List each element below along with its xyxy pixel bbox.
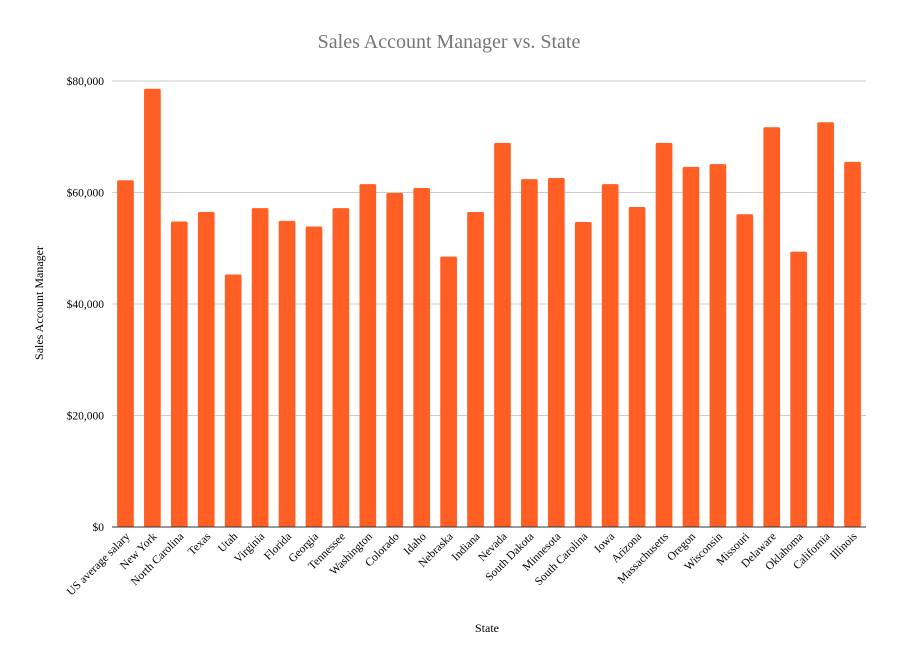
bar: [224, 274, 242, 527]
bar: [440, 256, 457, 527]
bar: [547, 178, 565, 527]
y-axis-title: Sales Account Manager: [32, 246, 46, 360]
y-tick-label: $40,000: [67, 298, 105, 311]
bar: [359, 184, 377, 527]
y-tick-labels: $0 $20,000 $40,000 $60,000 $80,000: [67, 75, 105, 534]
y-tick-label: $0: [93, 521, 105, 534]
x-tick-label: Indiana: [450, 531, 483, 564]
bar: [709, 164, 727, 527]
bar: [305, 226, 323, 527]
bar: [763, 127, 781, 528]
bar: [197, 212, 215, 527]
bar: [117, 180, 134, 528]
bar: [521, 179, 538, 527]
bar: [790, 251, 808, 527]
x-tick-label: Virginia: [232, 531, 267, 566]
bar: [655, 142, 673, 527]
bar: [682, 166, 700, 528]
y-tick-label: $80,000: [67, 75, 105, 88]
bar: [170, 221, 188, 528]
x-tick-label: Illinois: [828, 530, 860, 562]
bar: [251, 208, 269, 528]
chart-title: Sales Account Manager vs. State: [318, 31, 581, 53]
bar: [467, 212, 484, 527]
y-tick-label: $60,000: [67, 187, 105, 200]
bar: [494, 142, 511, 527]
bar: [386, 193, 404, 527]
bar: [844, 161, 861, 527]
y-tick-label: $20,000: [67, 410, 105, 423]
bar: [628, 206, 646, 527]
bar: [574, 222, 592, 528]
bar: [736, 214, 754, 527]
bar: [817, 122, 834, 527]
bar: [278, 220, 296, 527]
bar: [332, 208, 350, 528]
x-axis-title: State: [475, 621, 499, 635]
bar: [144, 88, 161, 528]
bar: [413, 188, 431, 528]
x-tick-label: Texas: [186, 530, 214, 558]
bar: [601, 184, 619, 527]
bars: [117, 88, 861, 528]
